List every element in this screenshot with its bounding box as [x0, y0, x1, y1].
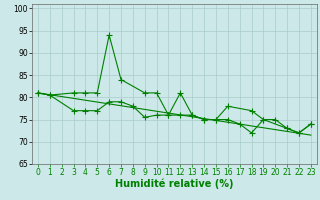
X-axis label: Humidité relative (%): Humidité relative (%) — [115, 179, 234, 189]
